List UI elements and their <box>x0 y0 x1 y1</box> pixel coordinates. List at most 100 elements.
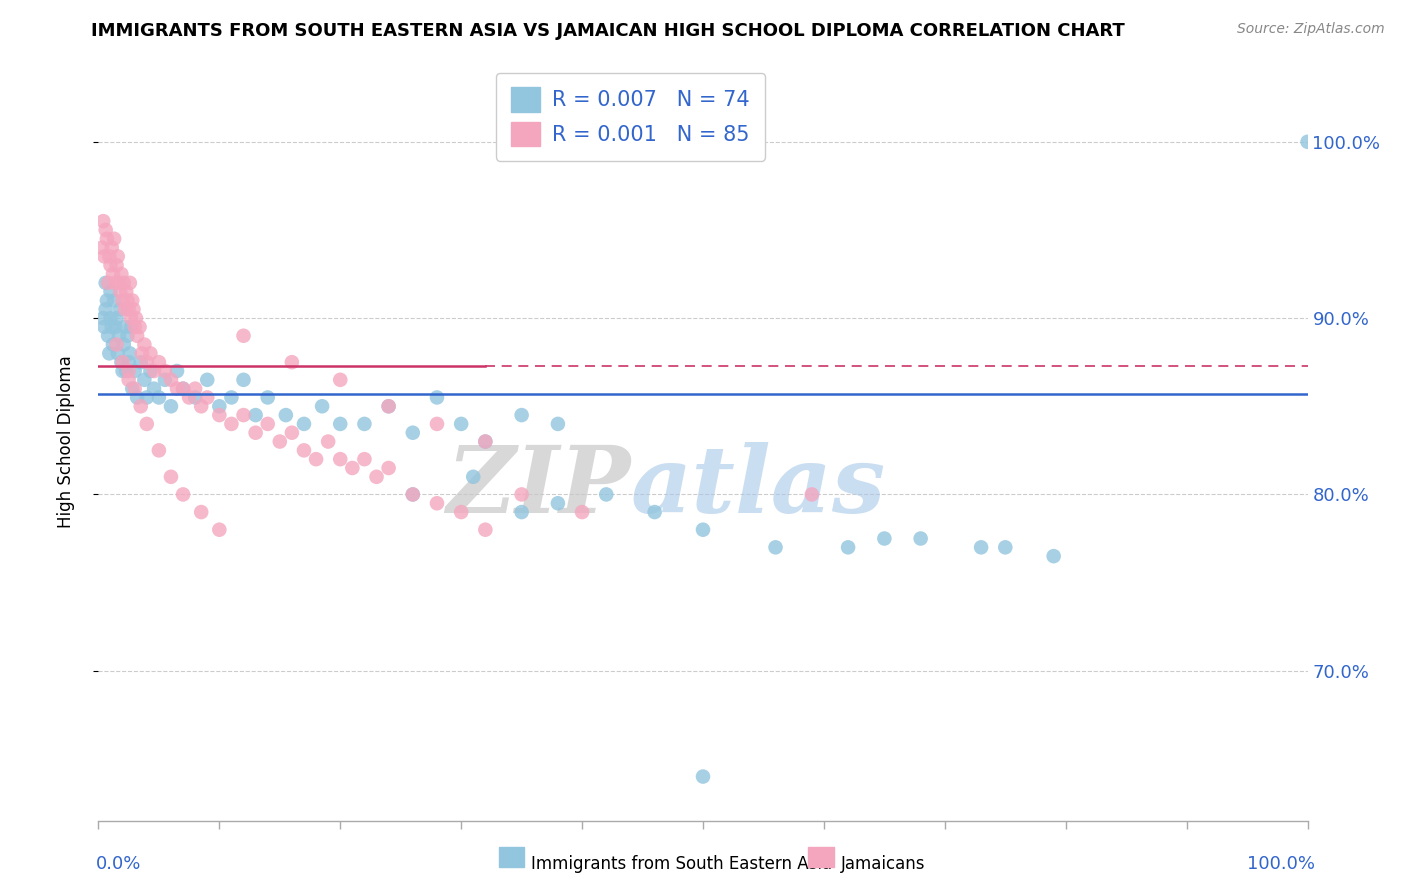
Point <box>124 364 146 378</box>
Point <box>120 311 142 326</box>
Text: Jamaicans: Jamaicans <box>841 855 925 872</box>
Point <box>172 487 194 501</box>
Point <box>172 382 194 396</box>
Point <box>127 391 149 405</box>
Point <box>450 417 472 431</box>
Point <box>110 355 132 369</box>
Point <box>692 770 714 784</box>
Point <box>115 364 138 378</box>
Point <box>105 337 128 351</box>
Point <box>139 364 162 378</box>
Point <box>153 373 176 387</box>
Point <box>274 408 297 422</box>
Point <box>402 487 425 501</box>
Point <box>353 417 375 431</box>
Point <box>108 328 131 343</box>
Point <box>970 541 993 555</box>
Point <box>143 382 166 396</box>
Point <box>97 328 120 343</box>
Point <box>510 408 533 422</box>
Point <box>101 337 124 351</box>
Point <box>112 276 135 290</box>
Point <box>547 417 569 431</box>
Point <box>107 346 129 360</box>
Point <box>103 232 125 246</box>
Point <box>221 391 243 405</box>
Point <box>124 320 146 334</box>
Point <box>97 276 120 290</box>
Point <box>256 391 278 405</box>
Point <box>122 302 145 317</box>
Text: ZIP: ZIP <box>446 442 630 532</box>
Point <box>91 214 114 228</box>
Text: Immigrants from South Eastern Asia: Immigrants from South Eastern Asia <box>531 855 832 872</box>
Point <box>232 373 254 387</box>
Point <box>118 276 141 290</box>
Point <box>114 302 136 317</box>
Point <box>160 399 183 413</box>
Point <box>232 328 254 343</box>
Point <box>910 532 932 546</box>
Point <box>474 434 496 449</box>
Point <box>510 487 533 501</box>
Point <box>245 425 267 440</box>
Point <box>127 328 149 343</box>
Point <box>129 399 152 413</box>
Point <box>111 293 134 308</box>
Point <box>128 320 150 334</box>
Point <box>115 285 138 299</box>
Point <box>800 487 823 501</box>
Point <box>93 249 115 263</box>
Point <box>135 355 157 369</box>
Point <box>135 391 157 405</box>
Point <box>103 293 125 308</box>
Point <box>93 320 115 334</box>
Point <box>108 302 131 317</box>
Point <box>98 346 121 360</box>
Point <box>117 328 139 343</box>
Point <box>765 541 787 555</box>
Text: atlas: atlas <box>630 442 886 532</box>
Point <box>377 399 399 413</box>
Point <box>208 523 231 537</box>
Point <box>994 541 1017 555</box>
Point <box>125 311 148 326</box>
Point <box>160 470 183 484</box>
Point <box>104 320 127 334</box>
Point <box>190 505 212 519</box>
Point <box>329 417 352 431</box>
Point <box>377 461 399 475</box>
Point <box>402 487 425 501</box>
Point <box>118 302 141 317</box>
Point <box>837 541 859 555</box>
Point <box>104 276 127 290</box>
Point <box>100 320 122 334</box>
Point <box>108 276 131 290</box>
Legend: R = 0.007   N = 74, R = 0.001   N = 85: R = 0.007 N = 74, R = 0.001 N = 85 <box>496 73 765 161</box>
Point <box>112 337 135 351</box>
Point <box>463 470 485 484</box>
Point <box>426 496 449 510</box>
Point <box>129 355 152 369</box>
Point <box>208 399 231 413</box>
Point <box>131 346 153 360</box>
Point <box>179 391 201 405</box>
Point <box>111 364 134 378</box>
Point <box>105 311 128 326</box>
Point <box>118 346 141 360</box>
Point <box>221 417 243 431</box>
Point <box>148 443 170 458</box>
Point <box>96 293 118 308</box>
Point <box>269 434 291 449</box>
Text: 0.0%: 0.0% <box>96 855 141 872</box>
Point <box>120 320 142 334</box>
Point <box>100 241 122 255</box>
Point <box>118 355 141 369</box>
Point <box>450 505 472 519</box>
Point <box>153 364 176 378</box>
Point <box>94 223 117 237</box>
Point <box>105 258 128 272</box>
Point <box>329 452 352 467</box>
Point <box>94 302 117 317</box>
Point <box>190 399 212 413</box>
